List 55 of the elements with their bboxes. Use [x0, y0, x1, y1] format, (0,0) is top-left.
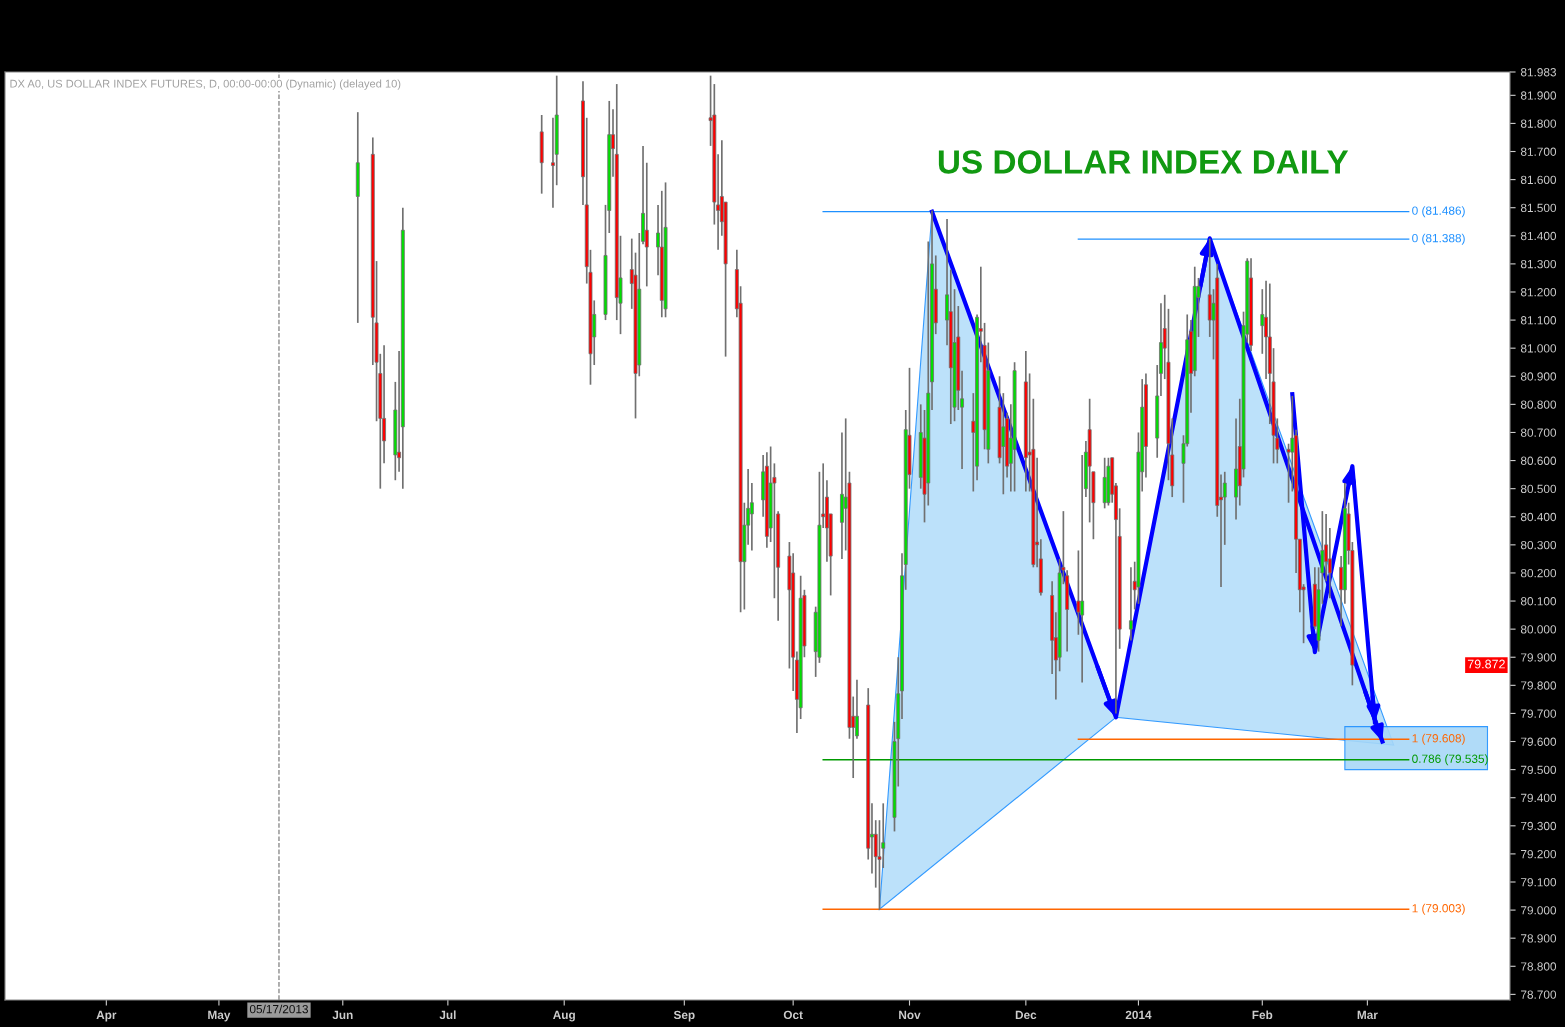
y-tick-label: 80.300: [1520, 540, 1557, 550]
x-tick-label: Jun: [332, 1010, 353, 1020]
y-tick-label: 81.100: [1520, 316, 1557, 325]
x-tick-label: Nov: [899, 1010, 921, 1020]
y-tick-label: 80.700: [1520, 428, 1557, 437]
y-tick-label: 81.500: [1520, 203, 1557, 213]
y-tick-label: 81.800: [1520, 119, 1557, 128]
y-tick-label: 80.500: [1520, 484, 1557, 494]
x-tick-label: Apr: [96, 1010, 117, 1022]
y-tick-label: 80.000: [1520, 625, 1557, 634]
y-tick-label: 81.400: [1520, 231, 1557, 241]
x-tick-label: Aug: [553, 1010, 575, 1022]
y-tick-label: 79.500: [1521, 765, 1557, 775]
x-tick-label: Dec: [1015, 1010, 1037, 1020]
series-label: 0.786 (79.535): [1412, 754, 1488, 766]
x-tick-label: Feb: [1252, 1010, 1273, 1020]
y-tick-label: 79.000: [1521, 906, 1557, 915]
y-tick-label: 80.400: [1520, 512, 1557, 522]
x-tick-label: Jul: [439, 1010, 456, 1020]
y-tick-label: 81.300: [1520, 259, 1557, 269]
y-tick-label: 80.900: [1520, 372, 1557, 381]
y-tick-label: 81.983: [1520, 68, 1557, 77]
ref-line-label: 05/17/2013: [249, 1004, 308, 1014]
y-tick-label: 79.200: [1521, 849, 1557, 859]
series-label: 0 (81.486): [1412, 206, 1465, 218]
y-tick-label: 78.900: [1521, 934, 1557, 943]
x-tick-label: 2014: [1125, 1010, 1152, 1020]
y-tick-label: 79.900: [1521, 653, 1557, 662]
annotation: DX A0, US DOLLAR INDEX FUTURES, D, 00:00-00:00 (Dynamic) (delayed 10): [10, 79, 401, 90]
text: US DOLLAR INDEX DAILY: [938, 150, 1349, 174]
y-tick-label: 79.600: [1521, 737, 1557, 746]
y-tick-label: 81.900: [1520, 91, 1557, 100]
y-tick-label: 79.400: [1521, 793, 1557, 803]
y-tick-label: 78.700: [1521, 990, 1557, 999]
y-tick-label: 81.700: [1520, 147, 1557, 156]
x-tick-label: Oct: [783, 1010, 803, 1020]
y-tick-label: 78.800: [1521, 962, 1557, 971]
series-label: 1 (79.003): [1412, 903, 1465, 915]
y-tick-label: 80.600: [1520, 456, 1557, 465]
series-label: 1 (79.608): [1412, 733, 1465, 745]
y-tick-label: 80.100: [1520, 597, 1557, 606]
y-tick-label: 79.700: [1521, 709, 1557, 718]
y-tick-label: 81.000: [1520, 344, 1557, 353]
y-tick-label: 79.100: [1521, 878, 1557, 887]
y-tick-label: 81.200: [1520, 288, 1557, 297]
x-tick-label: May: [208, 1010, 231, 1022]
x-tick-label: Mar: [1357, 1010, 1378, 1020]
series-label: 0 (81.388): [1412, 233, 1465, 245]
x-tick-label: Sep: [673, 1010, 695, 1022]
y-tick-label: 79.300: [1521, 821, 1557, 831]
annotation: 79.872: [1467, 659, 1505, 669]
y-tick-label: 80.800: [1520, 400, 1557, 409]
y-tick-label: 80.200: [1520, 568, 1557, 578]
y-tick-label: 79.800: [1521, 681, 1557, 690]
y-tick-label: 81.600: [1520, 175, 1557, 184]
